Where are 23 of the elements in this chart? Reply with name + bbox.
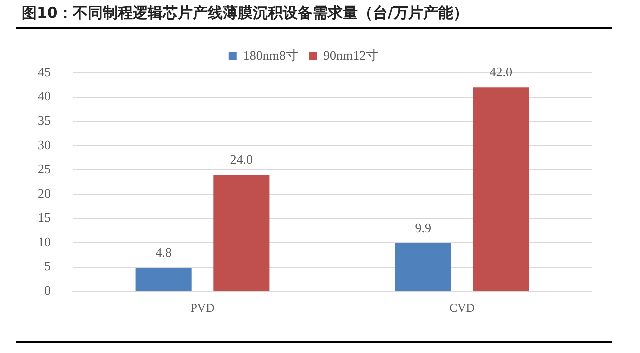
y-tick-label: 30 [38, 137, 51, 152]
y-tick-label: 35 [38, 113, 51, 128]
bar [214, 175, 270, 292]
y-tick-label: 25 [38, 162, 51, 177]
y-tick-label: 5 [44, 258, 51, 274]
data-label: 24.0 [230, 152, 254, 167]
y-tick-label: 40 [38, 88, 51, 104]
bar [136, 268, 192, 292]
y-tick-label: 10 [38, 234, 51, 250]
bar [473, 88, 530, 292]
data-label: 9.9 [415, 220, 432, 236]
bar [395, 244, 452, 292]
y-tick-label: 0 [44, 283, 51, 298]
x-tick-label: PVD [190, 300, 216, 315]
legend-label: 180nm8寸 [243, 48, 300, 63]
legend-label: 90nm12寸 [324, 48, 380, 63]
data-label: 4.8 [156, 245, 172, 260]
chart-title: 图10：不同制程逻辑芯片产线薄膜沉积设备需求量（台/万片产能） [22, 4, 468, 23]
y-tick-label: 15 [38, 210, 51, 226]
data-label: 42.0 [490, 64, 513, 80]
y-tick-label: 20 [38, 186, 51, 201]
x-tick-label: CVD [450, 300, 476, 315]
y-tick-label: 45 [38, 64, 51, 80]
